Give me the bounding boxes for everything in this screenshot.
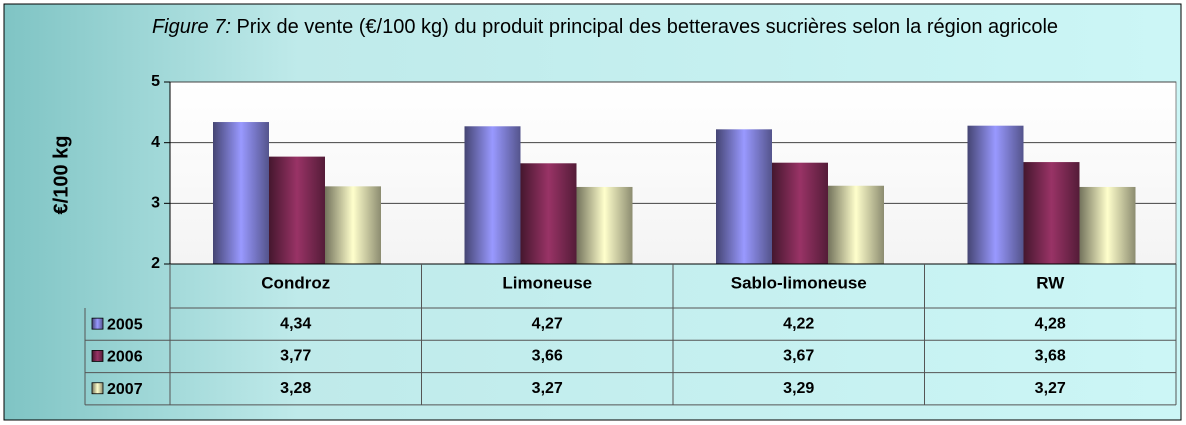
bar (772, 162, 828, 264)
y-tick-label: 2 (151, 255, 160, 272)
data-label: 4,27 (532, 315, 563, 332)
bar (576, 186, 633, 264)
data-label: 3,66 (532, 348, 563, 365)
y-tick-label: 5 (151, 73, 160, 90)
bar (716, 129, 772, 264)
x-tick-label: RW (1036, 273, 1065, 292)
bar (213, 122, 269, 264)
title-label: Figure 7: (151, 16, 231, 38)
bar (464, 126, 521, 264)
data-label: 4,22 (783, 315, 814, 332)
bar (325, 186, 381, 264)
data-label: 3,68 (1035, 348, 1066, 365)
y-tick-label: 3 (151, 195, 160, 212)
legend-label: 2006 (107, 349, 143, 366)
bar (520, 163, 577, 264)
y-axis-label: €/100 kg (50, 136, 72, 215)
chart-title: Figure 7: Prix de vente (€/100 kg) du pr… (120, 14, 1090, 40)
data-label: 3,67 (783, 348, 814, 365)
data-label: 3,28 (280, 380, 311, 397)
legend-key (91, 382, 104, 395)
x-tick-label: Condroz (261, 273, 330, 292)
data-label: 4,34 (280, 315, 311, 332)
x-tick-label: Limoneuse (502, 273, 592, 292)
legend-label: 2005 (107, 316, 143, 333)
legend-key (91, 350, 104, 362)
y-tick-label: 4 (151, 134, 160, 151)
legend-label: 2007 (107, 381, 143, 398)
data-label: 3,27 (1035, 380, 1066, 397)
bar (1079, 186, 1136, 264)
bar (1023, 162, 1080, 264)
bar (269, 156, 325, 264)
legend-key (91, 317, 104, 330)
bar (967, 125, 1024, 265)
data-label: 3,77 (280, 348, 311, 365)
data-label: 4,28 (1035, 315, 1066, 332)
x-tick-label: Sablo-limoneuse (731, 273, 867, 292)
data-label: 3,29 (783, 380, 814, 397)
title-text: Prix de vente (€/100 kg) du produit prin… (236, 16, 1059, 38)
bar (828, 185, 884, 264)
data-label: 3,27 (532, 380, 563, 397)
